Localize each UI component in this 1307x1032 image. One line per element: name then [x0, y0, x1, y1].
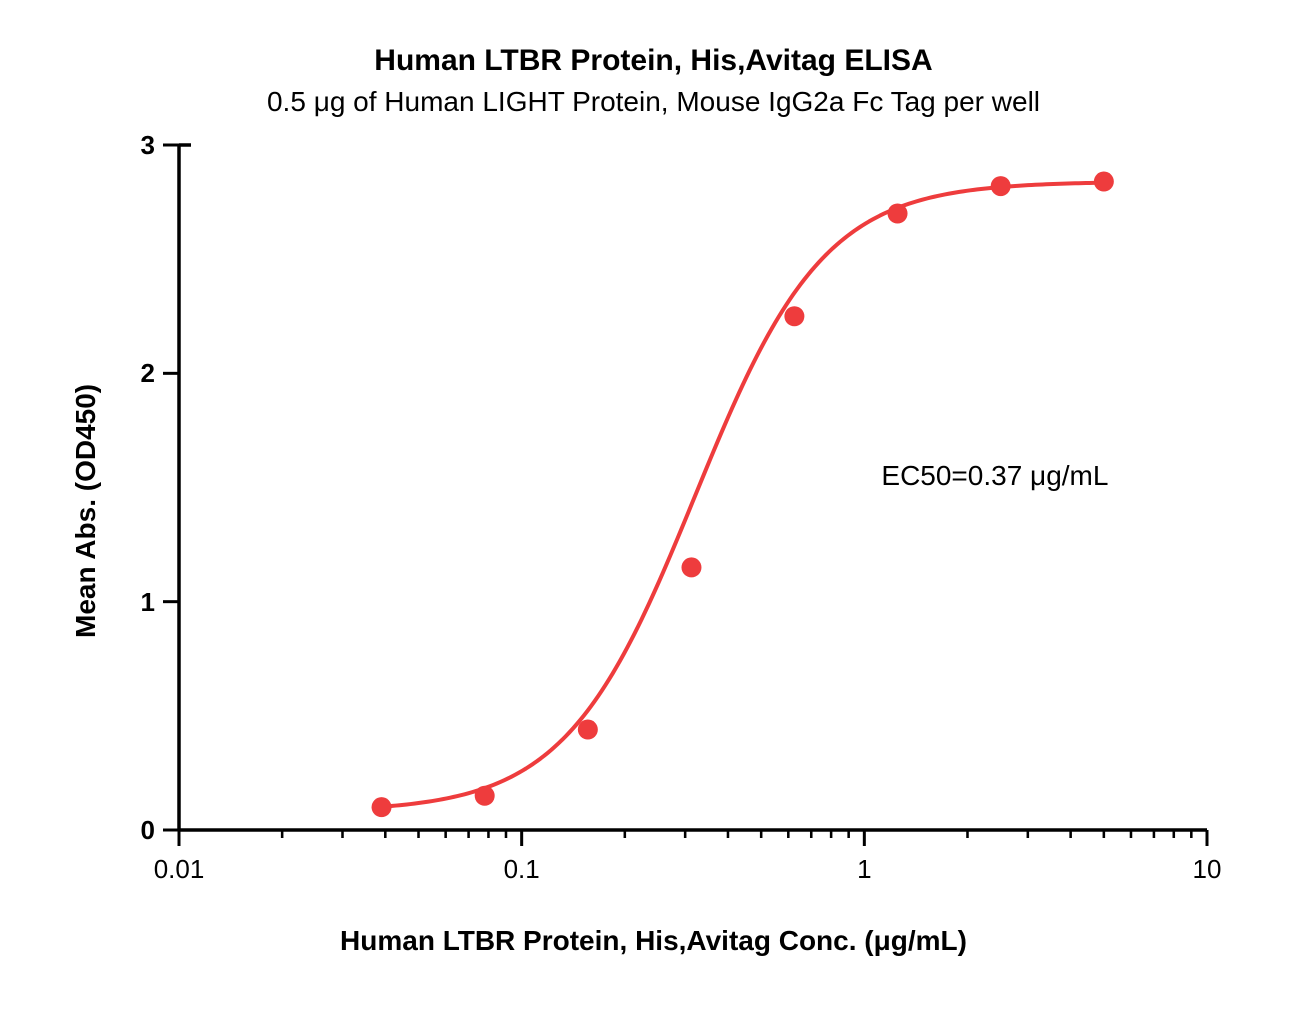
- x-tick-label: 1: [824, 854, 904, 885]
- chart-container: Human LTBR Protein, His,Avitag ELISA 0.5…: [0, 0, 1307, 1032]
- x-tick-label: 0.1: [482, 854, 562, 885]
- x-tick-label: 10: [1167, 854, 1247, 885]
- y-tick-label: 3: [141, 130, 155, 161]
- x-tick-label: 0.01: [139, 854, 219, 885]
- y-tick-label: 1: [141, 587, 155, 618]
- y-tick-label: 2: [141, 358, 155, 389]
- y-tick-label: 0: [141, 815, 155, 846]
